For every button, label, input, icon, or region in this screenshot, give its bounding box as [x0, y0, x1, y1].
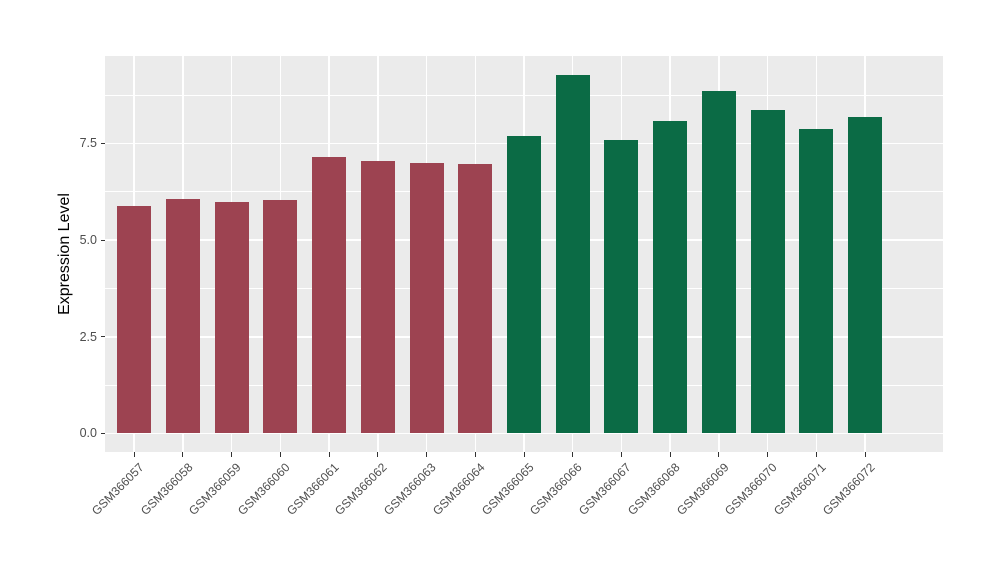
- bar-GSM366063: [409, 162, 444, 434]
- bar-GSM366057: [117, 206, 152, 434]
- x-tick-label: GSM366060: [235, 460, 293, 518]
- x-tick-mark: [231, 452, 233, 457]
- y-tick-label: 2.5: [79, 329, 97, 344]
- x-tick-mark: [572, 452, 574, 457]
- x-tick-mark: [426, 452, 428, 457]
- y-axis-title: Expression Level: [56, 193, 73, 315]
- x-tick-mark: [718, 452, 720, 457]
- y-tick-label: 7.5: [79, 136, 97, 151]
- bar-GSM366067: [604, 139, 639, 434]
- bar-GSM366066: [555, 74, 590, 434]
- plot-area: [105, 56, 943, 452]
- y-tick-mark: [100, 239, 105, 241]
- x-tick-mark: [523, 452, 525, 457]
- x-tick-label: GSM366063: [381, 460, 439, 518]
- x-tick-mark: [279, 452, 281, 457]
- bar-GSM366060: [263, 200, 298, 434]
- x-tick-label: GSM366067: [576, 460, 634, 518]
- x-tick-mark: [328, 452, 330, 457]
- x-tick-mark: [182, 452, 184, 457]
- x-tick-mark: [815, 452, 817, 457]
- y-tick-label: 0.0: [79, 426, 97, 441]
- bar-GSM366070: [750, 110, 785, 434]
- bar-GSM366068: [653, 120, 688, 434]
- bar-GSM366062: [360, 161, 395, 434]
- x-tick-mark: [864, 452, 866, 457]
- y-tick-mark: [100, 336, 105, 338]
- y-tick-mark: [100, 142, 105, 144]
- bar-GSM366065: [506, 135, 542, 434]
- x-tick-mark: [377, 452, 379, 457]
- bar-GSM366069: [701, 91, 736, 434]
- x-tick-mark: [620, 452, 622, 457]
- x-tick-label: GSM366071: [770, 460, 829, 518]
- y-tick-mark: [100, 432, 105, 434]
- bar-GSM366059: [214, 202, 249, 434]
- x-tick-mark: [474, 452, 476, 457]
- x-tick-mark: [669, 452, 671, 457]
- bar-GSM366072: [847, 116, 883, 434]
- bar-GSM366061: [312, 156, 347, 434]
- x-tick-label: GSM366068: [624, 460, 683, 518]
- x-tick-label: GSM366057: [88, 460, 147, 518]
- bar-GSM366071: [799, 129, 834, 434]
- y-tick-label: 5.0: [79, 233, 97, 248]
- x-tick-mark: [767, 452, 769, 457]
- x-tick-label: GSM366072: [819, 460, 878, 518]
- x-tick-label: GSM366064: [429, 460, 488, 518]
- bar-GSM366064: [458, 163, 493, 434]
- bar-GSM366058: [165, 199, 200, 434]
- x-tick-mark: [133, 452, 135, 457]
